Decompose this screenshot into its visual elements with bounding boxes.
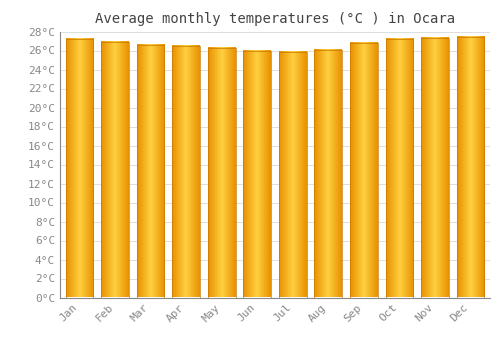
Bar <box>350 43 378 298</box>
Bar <box>279 52 306 298</box>
Bar <box>314 50 342 298</box>
Bar <box>101 42 129 298</box>
Title: Average monthly temperatures (°C ) in Ocara: Average monthly temperatures (°C ) in Oc… <box>95 12 455 26</box>
Bar <box>244 51 271 298</box>
Bar <box>208 48 236 298</box>
Bar <box>172 46 200 298</box>
Bar <box>66 39 94 298</box>
Bar <box>456 37 484 298</box>
Bar <box>386 39 413 298</box>
Bar <box>137 45 164 298</box>
Bar <box>421 38 449 298</box>
